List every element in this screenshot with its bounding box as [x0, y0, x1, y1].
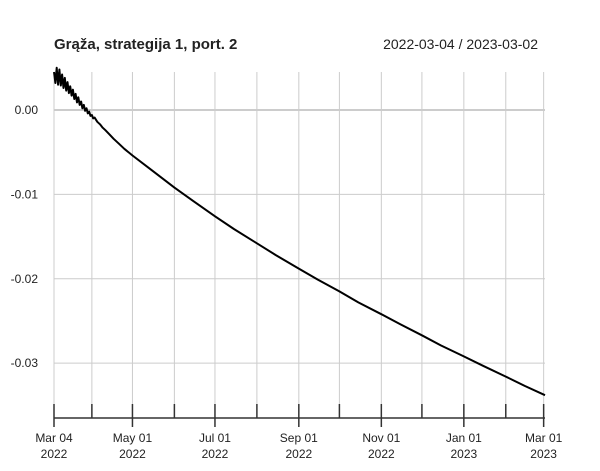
x-tick-label-year: 2022 — [119, 447, 146, 461]
y-tick-label: 0.00 — [15, 103, 39, 117]
x-tick-label-year: 2022 — [41, 447, 68, 461]
x-axis — [53, 404, 545, 427]
x-tick-label-year: 2022 — [202, 447, 229, 461]
x-tick-label-month: Sep 01 — [280, 431, 318, 445]
x-tick-label-year: 2022 — [368, 447, 395, 461]
y-tick-label: -0.02 — [11, 272, 39, 286]
x-tick-label-year: 2023 — [450, 447, 477, 461]
chart-date-range: 2022-03-04 / 2023-03-02 — [383, 36, 538, 52]
x-tick-label-month: May 01 — [113, 431, 153, 445]
chart-title: Grąža, strategija 1, port. 2 — [54, 36, 237, 53]
y-tick-label: -0.03 — [11, 356, 39, 370]
x-tick-label-month: Jan 01 — [446, 431, 482, 445]
x-tick-label-year: 2023 — [530, 447, 557, 461]
y-tick-label: -0.01 — [11, 187, 39, 201]
gridlines — [53, 72, 545, 404]
series-layer — [53, 66, 546, 397]
x-tick-label-month: Nov 01 — [362, 431, 400, 445]
y-axis-labels: 0.00 -0.01 -0.02 -0.03 — [11, 103, 39, 370]
x-tick-label-month: Jul 01 — [199, 431, 231, 445]
series-line — [53, 66, 546, 397]
x-tick-label-year: 2022 — [285, 447, 312, 461]
x-axis-labels: Mar 04 2022 May 01 2022 Jul 01 2022 Sep 01 2022… — [35, 431, 562, 461]
x-tick-label-month: Mar 04 — [35, 431, 73, 445]
x-tick-label-month: Mar 01 — [525, 431, 563, 445]
